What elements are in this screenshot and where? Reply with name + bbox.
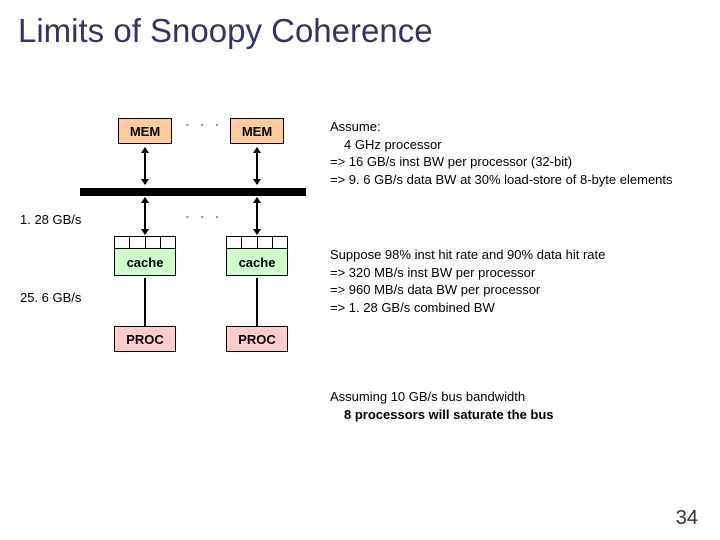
suppose-line-2: => 960 MB/s data BW per processor	[330, 282, 540, 297]
mem-box-1: MEM	[118, 118, 172, 144]
ellipsis-mem: ° ° °	[186, 124, 223, 131]
proc-box-1: PROC	[114, 326, 176, 352]
proc-label: PROC	[238, 332, 276, 347]
mem-bus-link-1	[144, 148, 146, 184]
conclusion-text: Assuming 10 GB/s bus bandwidth 8 process…	[330, 388, 700, 423]
mem-label: MEM	[242, 124, 272, 139]
conclusion-line-2: 8 processors will saturate the bus	[330, 406, 700, 424]
conclusion-line-1: Assuming 10 GB/s bus bandwidth	[330, 389, 525, 404]
bus-bw-label: 1. 28 GB/s	[20, 212, 81, 227]
proc-label: PROC	[126, 332, 164, 347]
cache-label: cache	[127, 255, 164, 270]
suppose-heading: Suppose 98% inst hit rate and 90% data h…	[330, 247, 605, 262]
shared-bus	[80, 188, 306, 196]
cache-label: cache	[239, 255, 276, 270]
page-number: 34	[676, 507, 698, 530]
proc-bw-label: 25. 6 GB/s	[20, 290, 81, 305]
suppose-line-3: => 1. 28 GB/s combined BW	[330, 300, 495, 315]
proc-box-2: PROC	[226, 326, 288, 352]
assume-heading: Assume:	[330, 119, 381, 134]
cache-proc-link-2	[256, 278, 258, 326]
assume-line-1: 4 GHz processor	[330, 136, 700, 154]
bus-cache-link-1	[144, 198, 146, 234]
cache-box-2: cache	[226, 248, 288, 276]
assume-text: Assume: 4 GHz processor => 16 GB/s inst …	[330, 118, 700, 188]
cache-tag-2	[226, 236, 288, 248]
mem-label: MEM	[130, 124, 160, 139]
architecture-diagram: MEM MEM ° ° ° 1. 28 GB/s ° ° ° cache cac…	[30, 118, 310, 398]
ellipsis-cache-top: ° ° °	[186, 216, 223, 223]
slide-title: Limits of Snoopy Coherence	[18, 12, 433, 50]
cache-box-1: cache	[114, 248, 176, 276]
cache-proc-link-1	[144, 278, 146, 326]
cache-tag-1	[114, 236, 176, 248]
suppose-line-1: => 320 MB/s inst BW per processor	[330, 265, 535, 280]
mem-box-2: MEM	[230, 118, 284, 144]
bus-cache-link-2	[256, 198, 258, 234]
assume-line-2: => 16 GB/s inst BW per processor (32-bit…	[330, 154, 572, 169]
assume-line-3: => 9. 6 GB/s data BW at 30% load-store o…	[330, 172, 673, 187]
mem-bus-link-2	[256, 148, 258, 184]
suppose-text: Suppose 98% inst hit rate and 90% data h…	[330, 246, 700, 316]
